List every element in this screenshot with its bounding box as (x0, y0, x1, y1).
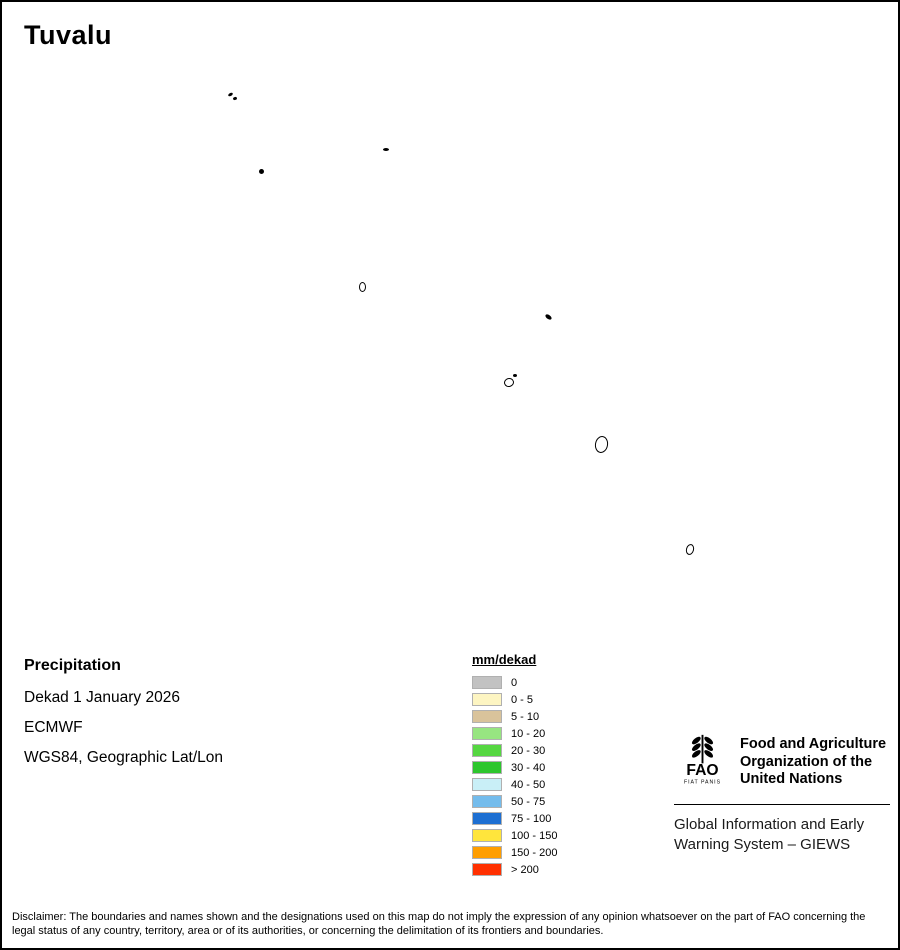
legend-label: 0 - 5 (511, 693, 534, 706)
legend-title: mm/dekad (472, 652, 537, 667)
fao-logo-icon: FAO FIAT PANIS (674, 732, 731, 789)
legend-swatch (472, 795, 502, 808)
legend-item: 20 - 30 (472, 742, 557, 759)
island-funafuti (593, 435, 610, 454)
island-nanumea-a (227, 91, 234, 98)
legend-item: 40 - 50 (472, 776, 557, 793)
legend-swatch (472, 829, 502, 842)
info-dekad: Dekad 1 January 2026 (24, 689, 180, 706)
giews-label: Global Information and Early Warning Sys… (674, 815, 890, 855)
island-niutao (383, 148, 389, 151)
giews-line-2: Warning System – GIEWS (674, 836, 851, 853)
legend-swatch (472, 846, 502, 859)
fao-block: FAO FIAT PANIS Food and Agriculture Orga… (674, 732, 890, 855)
legend-items: 0 0 - 5 5 - 10 10 - 20 20 - 30 30 - 40 40 - 50… (472, 674, 557, 878)
page-title: Tuvalu (24, 20, 113, 50)
svg-text:FAO: FAO (686, 762, 718, 779)
legend-swatch (472, 744, 502, 757)
fao-logo-row: FAO FIAT PANIS Food and Agriculture Orga… (674, 732, 890, 789)
fao-org-name: Food and Agriculture Organization of the… (740, 732, 886, 789)
fao-org-line-1: Food and Agriculture (740, 736, 887, 752)
info-source: ECMWF (24, 719, 83, 736)
svg-text:FIAT PANIS: FIAT PANIS (684, 779, 721, 785)
giews-line-1: Global Information and Early (674, 816, 865, 833)
island-nui (359, 282, 366, 292)
island-nanumea-b (232, 96, 238, 101)
fao-org-line-2: Organization of the (740, 753, 873, 770)
disclaimer-text: Disclaimer: The boundaries and names sho… (12, 911, 866, 937)
legend-swatch (472, 727, 502, 740)
legend-swatch (472, 812, 502, 825)
legend-label: 20 - 30 (511, 744, 546, 757)
legend-swatch (472, 761, 502, 774)
legend-label: > 200 (511, 863, 539, 876)
legend-item: 10 - 20 (472, 725, 557, 742)
legend-label: 75 - 100 (511, 812, 552, 825)
legend-item: 75 - 100 (472, 810, 557, 827)
legend-item: 50 - 75 (472, 793, 557, 810)
island-nanumanga (259, 169, 264, 174)
island-nukulaelae (684, 543, 696, 556)
legend-item: 5 - 10 (472, 708, 557, 725)
info-projection: WGS84, Geographic Lat/Lon (24, 749, 224, 766)
legend-swatch (472, 778, 502, 791)
map-info: Precipitation Dekad 1 January 2026 ECMWF… (24, 657, 223, 779)
legend-item: 30 - 40 (472, 759, 557, 776)
legend-label: 100 - 150 (511, 829, 558, 842)
legend-label: 5 - 10 (511, 710, 540, 723)
legend: mm/dekad 0 0 - 5 5 - 10 10 - 20 20 - 30 30 - … (472, 652, 557, 878)
legend-label: 30 - 40 (511, 761, 546, 774)
fao-divider (674, 804, 890, 805)
legend-label: 0 (511, 676, 518, 689)
legend-swatch (472, 676, 502, 689)
legend-item: 100 - 150 (472, 827, 557, 844)
legend-swatch (472, 710, 502, 723)
legend-swatch (472, 863, 502, 876)
legend-label: 150 - 200 (511, 846, 558, 859)
legend-item: 0 (472, 674, 557, 691)
island-vaitupu (544, 313, 553, 321)
info-heading: Precipitation (24, 657, 121, 674)
legend-item: 150 - 200 (472, 844, 557, 861)
legend-item: 0 - 5 (472, 691, 557, 708)
legend-swatch (472, 693, 502, 706)
legend-label: 40 - 50 (511, 778, 546, 791)
legend-item: > 200 (472, 861, 557, 878)
legend-label: 10 - 20 (511, 727, 546, 740)
island-nukufetau-a (513, 374, 517, 377)
fao-org-line-3: United Nations (740, 771, 843, 787)
island-nukufetau-b (503, 376, 515, 389)
legend-label: 50 - 75 (511, 795, 546, 808)
